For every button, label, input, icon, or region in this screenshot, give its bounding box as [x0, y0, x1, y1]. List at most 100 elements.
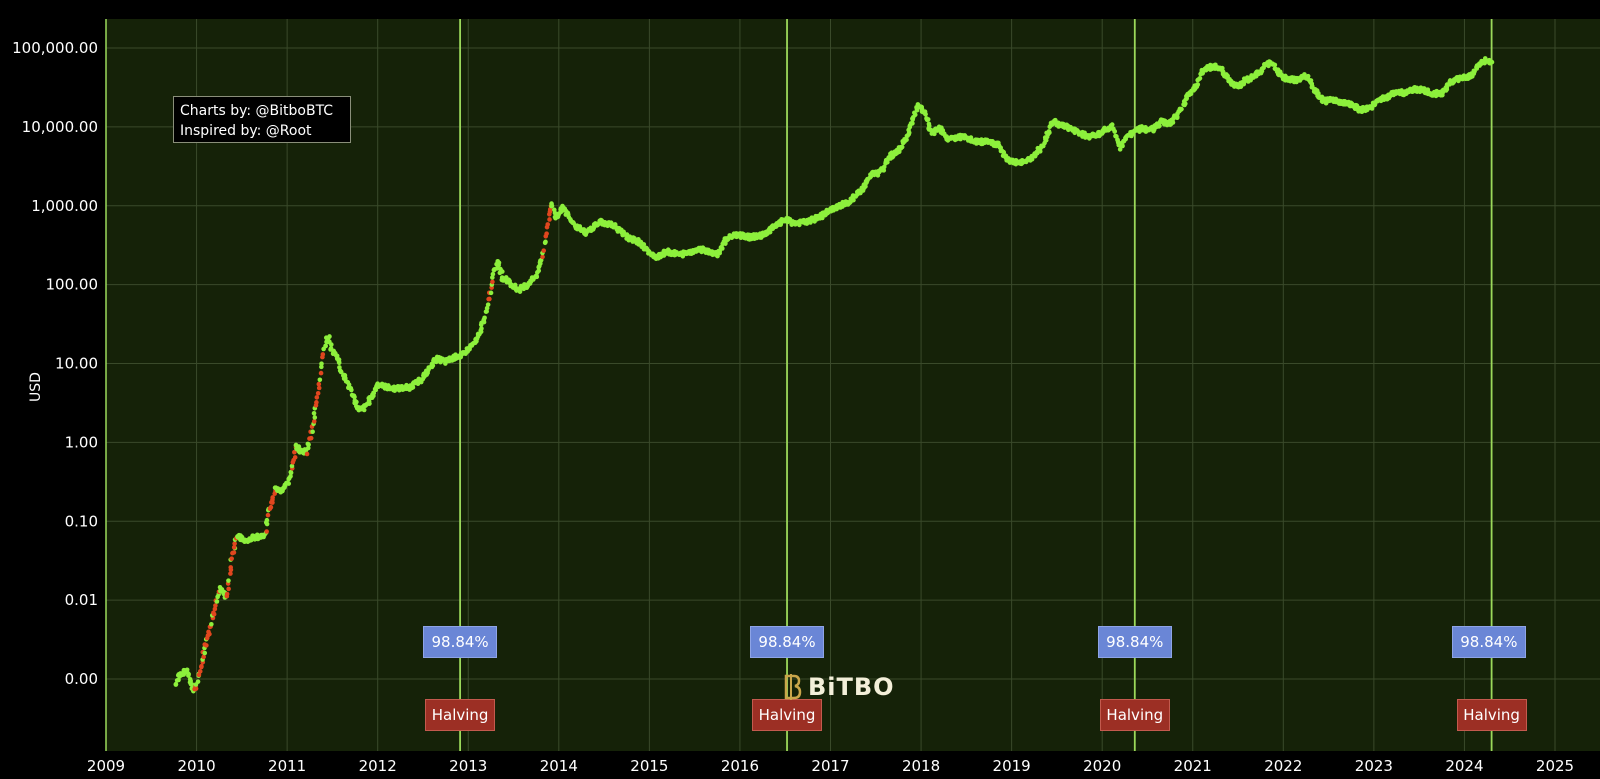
- price-point: [1305, 73, 1311, 79]
- price-point: [265, 512, 271, 518]
- price-point: [305, 445, 311, 451]
- x-tick-label: 2025: [1536, 757, 1574, 775]
- y-tick-label: 1.00: [65, 433, 98, 451]
- y-tick-label: 10,000.00: [22, 118, 98, 136]
- watermark-text: BiTBO: [808, 673, 895, 701]
- x-tick-label: 2013: [449, 757, 487, 775]
- price-point: [184, 667, 190, 673]
- plot-background: [106, 19, 1600, 751]
- price-point: [430, 362, 435, 368]
- price-point: [904, 137, 909, 143]
- price-point: [320, 352, 326, 357]
- price-point: [228, 571, 233, 576]
- price-point: [1029, 156, 1035, 162]
- y-tick-label: 0.01: [65, 591, 98, 609]
- price-point: [196, 672, 202, 678]
- price-point: [226, 578, 231, 583]
- price-point: [923, 111, 928, 117]
- bitbo-logo-icon: [784, 674, 802, 700]
- x-tick-label: 2024: [1445, 757, 1483, 775]
- x-tick-label: 2015: [630, 757, 668, 775]
- price-point: [482, 315, 487, 321]
- price-point: [366, 399, 372, 404]
- y-tick-label: 0.00: [65, 670, 98, 688]
- price-point: [541, 248, 547, 253]
- price-point: [213, 603, 218, 608]
- price-point: [173, 681, 179, 687]
- price-point: [226, 586, 231, 592]
- price-point: [314, 400, 319, 405]
- price-point: [289, 463, 295, 469]
- price-point: [292, 455, 298, 460]
- y-tick-label: 100,000.00: [12, 39, 98, 57]
- price-point: [292, 449, 297, 455]
- price-point: [295, 445, 301, 450]
- price-point: [1179, 106, 1184, 112]
- axes: 0.00 0.01 0.10 1.00 10.00 100.00 1,000.00 10,00…: [12, 19, 1574, 775]
- price-point: [349, 387, 354, 393]
- price-point: [304, 451, 310, 457]
- price-point: [1272, 62, 1278, 68]
- price-point: [517, 289, 523, 294]
- price-point: [231, 545, 237, 550]
- price-point: [1316, 91, 1321, 96]
- price-point: [327, 334, 332, 339]
- x-tick-label: 2020: [1083, 757, 1121, 775]
- price-point: [314, 395, 320, 400]
- price-point: [851, 197, 856, 203]
- price-point: [197, 669, 203, 674]
- price-point: [479, 326, 484, 331]
- halving-label: Halving: [425, 699, 496, 731]
- price-point: [488, 290, 494, 296]
- price-point: [264, 529, 269, 534]
- x-tick-label: 2019: [993, 757, 1031, 775]
- price-point: [228, 565, 234, 570]
- halving-label: Halving: [752, 699, 823, 731]
- price-point: [201, 654, 206, 660]
- price-point: [881, 164, 887, 170]
- price-point: [1174, 114, 1180, 119]
- credits-line-1: Charts by: @BitboBTC: [180, 103, 334, 119]
- price-point: [1046, 129, 1052, 134]
- price-point: [354, 399, 359, 405]
- price-point: [485, 302, 491, 307]
- price-point: [288, 473, 293, 479]
- price-point: [306, 442, 311, 447]
- price-point: [507, 278, 512, 284]
- price-point: [487, 296, 492, 302]
- price-point: [209, 621, 214, 627]
- price-point: [189, 682, 195, 687]
- price-point: [1109, 122, 1115, 127]
- price-point: [212, 606, 218, 612]
- price-point: [288, 469, 294, 475]
- drawdown-badge: 98.84%: [750, 626, 825, 658]
- price-point: [1112, 129, 1117, 134]
- price-point: [1195, 82, 1201, 87]
- price-point: [467, 346, 472, 352]
- price-point: [352, 394, 357, 400]
- x-tick-label: 2010: [177, 757, 215, 775]
- price-point: [1183, 101, 1188, 106]
- price-point: [204, 643, 209, 648]
- credits-line-2: Inspired by: @Root: [180, 123, 312, 139]
- price-point: [186, 673, 191, 678]
- watermark: BiTBO: [782, 672, 895, 702]
- price-point: [312, 415, 318, 420]
- price-point: [797, 222, 802, 228]
- x-tick-label: 2011: [268, 757, 306, 775]
- price-point: [536, 264, 541, 270]
- price-point: [1170, 120, 1176, 125]
- halving-label: Halving: [1099, 699, 1170, 731]
- price-point: [1241, 80, 1246, 86]
- price-point: [1157, 123, 1162, 129]
- price-point: [543, 239, 548, 245]
- price-point: [206, 629, 211, 635]
- price-point: [641, 242, 647, 247]
- price-point: [311, 419, 317, 424]
- price-point: [268, 504, 274, 510]
- x-tick-label: 2023: [1355, 757, 1393, 775]
- price-point: [932, 131, 937, 137]
- x-tick-label: 2022: [1264, 757, 1302, 775]
- price-point: [925, 117, 931, 122]
- halving-label: Halving: [1456, 699, 1527, 731]
